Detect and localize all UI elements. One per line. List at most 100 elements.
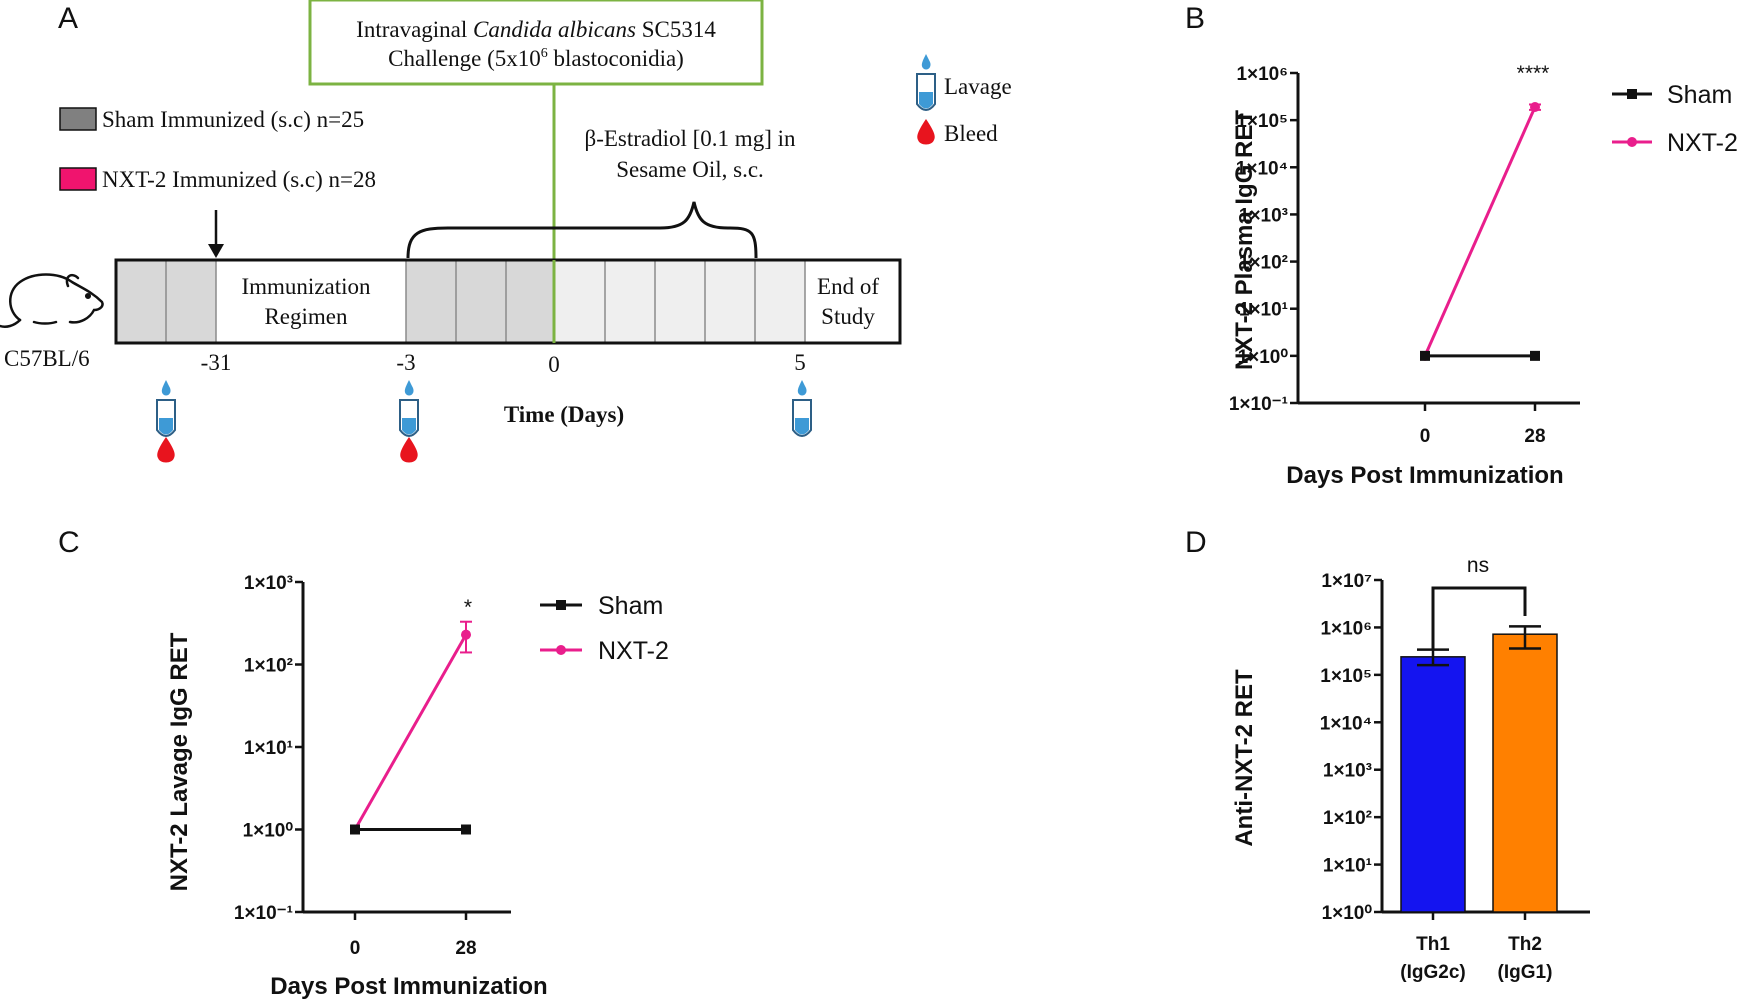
- lavage-legend-label: Lavage: [944, 74, 1012, 99]
- data-point-sham: [1420, 350, 1430, 361]
- day-tick-minus31: -31: [201, 350, 232, 375]
- data-point-nxt-2: [461, 629, 471, 640]
- bar-th1: [1400, 656, 1466, 913]
- sample-legend: Lavage Bleed: [916, 54, 1012, 146]
- immunization-arrowhead: [208, 244, 224, 258]
- x-category-label: Th1: [1416, 934, 1450, 955]
- bleed-legend-drop-icon: [917, 119, 935, 145]
- y-tick-label: 1×10⁶: [1320, 618, 1372, 639]
- y-tick-label: 1×10⁴: [1320, 713, 1372, 734]
- series-line-nxt-2: [1423, 106, 1537, 357]
- bleed-legend-label: Bleed: [944, 121, 998, 146]
- panel-c-legend-nxt2: NXT-2: [598, 637, 669, 665]
- lavage-drop-icon: [161, 380, 171, 396]
- y-tick-label: 1×10⁷: [1321, 571, 1372, 592]
- panel-c-significance: *: [464, 596, 472, 619]
- mouse-icon: [0, 273, 104, 328]
- timeline-bar: Immunization Regimen End of Study: [114, 258, 902, 345]
- y-tick-label: 1×10¹: [1323, 856, 1372, 877]
- nxt2-group-label: NXT-2 Immunized (s.c) n=28: [102, 167, 376, 192]
- y-tick-label: 1×10⁻¹: [234, 903, 293, 924]
- y-tick-label: 1×10⁵: [1236, 111, 1288, 132]
- panel-b-x-axis-label: Days Post Immunization: [1286, 462, 1563, 489]
- estradiol-line2: Sesame Oil, s.c.: [616, 157, 764, 182]
- timeline-axis-label: Time (Days): [504, 402, 624, 427]
- legend-circle-marker: [556, 645, 566, 655]
- data-point-sham: [461, 824, 471, 835]
- panel-b-significance: ****: [1517, 62, 1550, 85]
- sham-group-label: Sham Immunized (s.c) n=25: [102, 107, 364, 132]
- panel-c-legend-sham: Sham: [598, 592, 663, 620]
- y-tick-label: 1×10⁵: [1320, 666, 1372, 687]
- panel-d-chart: D 1×10⁰ 1×10¹ 1×10² 1×10³ 1×10⁴ 1×10⁵ 1×10⁶ 1×1…: [1185, 526, 1590, 983]
- challenge-box: [308, 0, 764, 86]
- panel-b-legend-sham: Sham: [1667, 81, 1732, 109]
- x-tick-label: 28: [1524, 426, 1545, 447]
- panel-letter-a: A: [58, 2, 78, 35]
- panel-b-legend: Sham NXT-2: [1612, 81, 1738, 157]
- panel-letter-c: C: [58, 526, 80, 559]
- panel-a-timeline: A Intravaginal Candida albicans SC5314 C…: [0, 0, 1012, 463]
- x-category-sublabel: (IgG1): [1498, 962, 1553, 983]
- bleed-drop-icon: [157, 437, 175, 463]
- y-tick-label: 1×10⁶: [1236, 64, 1288, 85]
- mouse-strain-label: C57BL/6: [4, 346, 90, 371]
- bar-th2: [1492, 633, 1558, 913]
- panel-b-chart: B 1×10⁻¹ 1×10⁰ 1×10¹ 1×10² 1×10³ 1×10⁴ 1×10⁵ 1×…: [1185, 2, 1738, 489]
- immunization-regimen-line2: Regimen: [264, 304, 348, 329]
- y-tick-label: 1×10⁰: [243, 821, 294, 842]
- x-category-sublabel: (IgG2c): [1400, 962, 1465, 983]
- sample-markers-day-5: [792, 380, 812, 437]
- immunization-regimen-line1: Immunization: [241, 274, 371, 299]
- day-tick-minus3: -3: [396, 350, 415, 375]
- y-tick-label: 1×10¹: [244, 738, 293, 759]
- sample-markers-day-minus31: [156, 380, 176, 463]
- series-line-nxt-2: [353, 633, 468, 831]
- lavage-legend-drop-icon: [921, 54, 931, 70]
- panel-c-x-axis-label: Days Post Immunization: [270, 973, 547, 1000]
- y-tick-label: 1×10²: [1323, 808, 1372, 829]
- y-tick-label: 1×10⁰: [1322, 903, 1373, 924]
- y-tick-label: 1×10²: [1239, 253, 1288, 274]
- day-tick-5: 5: [794, 350, 806, 375]
- panel-d-y-axis-label: Anti-NXT-2 RET: [1231, 669, 1258, 847]
- panel-letter-d: D: [1185, 526, 1207, 559]
- x-tick-label: 0: [1420, 426, 1431, 447]
- sample-markers-day-minus3: [399, 380, 419, 463]
- data-point-nxt-2: [1530, 102, 1540, 113]
- panel-c-legend: Sham NXT-2: [540, 592, 669, 665]
- y-tick-label: 1×10³: [1239, 205, 1288, 226]
- nxt2-swatch: [59, 167, 97, 191]
- x-tick-label: 28: [455, 938, 476, 959]
- estradiol-line1: β-Estradiol [0.1 mg] in: [585, 126, 796, 151]
- x-category-label: Th2: [1508, 934, 1542, 955]
- y-tick-label: 1×10⁰: [1238, 347, 1289, 368]
- panel-b-legend-nxt2: NXT-2: [1667, 129, 1738, 157]
- legend-square-marker: [1627, 89, 1637, 99]
- bleed-drop-icon: [400, 437, 418, 463]
- panel-d-significance: ns: [1467, 554, 1489, 577]
- end-of-study-line2: Study: [821, 304, 875, 329]
- estradiol-brace: [406, 201, 758, 259]
- day-tick-0: 0: [548, 352, 560, 377]
- data-point-sham: [350, 824, 360, 835]
- lavage-drop-icon: [404, 380, 414, 396]
- panel-c-chart: C 1×10⁻¹ 1×10⁰ 1×10¹ 1×10² 1×10³ 0 28 NXT-2 La…: [58, 526, 669, 1000]
- legend-square-marker: [556, 600, 566, 610]
- panel-letter-b: B: [1185, 2, 1205, 35]
- significance-bracket: [1431, 586, 1527, 650]
- y-tick-label: 1×10¹: [1239, 300, 1288, 321]
- timeline-frame: [114, 258, 902, 345]
- lavage-drop-icon: [797, 380, 807, 396]
- y-tick-label: 1×10⁴: [1236, 158, 1288, 179]
- legend-circle-marker: [1627, 137, 1637, 147]
- challenge-title-line2: Challenge (5x106 blastoconidia): [388, 46, 684, 71]
- y-tick-label: 1×10²: [244, 656, 293, 677]
- panel-b-y-axis-label: NXT-2 Plasma IgG RET: [1231, 110, 1258, 370]
- y-tick-label: 1×10³: [244, 573, 293, 594]
- challenge-title-line1: Intravaginal Candida albicans SC5314: [356, 17, 716, 42]
- sham-swatch: [59, 107, 97, 131]
- x-tick-label: 0: [350, 938, 361, 959]
- end-of-study-line1: End of: [817, 274, 879, 299]
